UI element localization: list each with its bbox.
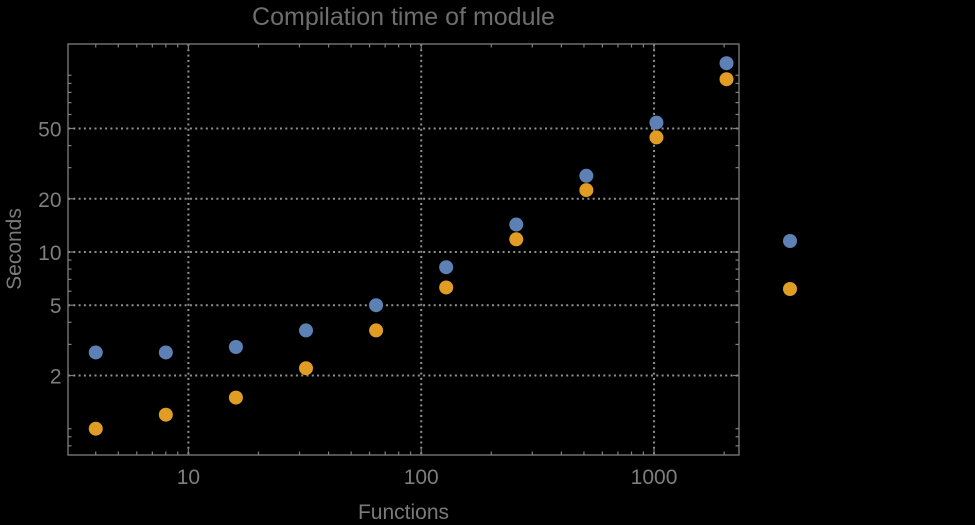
x-axis-label: Functions [358, 501, 449, 524]
y-tick-label-5: 5 [50, 295, 62, 318]
plot-frame [67, 43, 740, 456]
data-point-orange [158, 407, 173, 422]
data-point-blue [228, 339, 243, 354]
y-tick-label-2: 2 [50, 366, 62, 389]
data-point-blue [579, 168, 594, 183]
data-point-orange [439, 280, 454, 295]
data-point-orange [719, 72, 734, 87]
data-point-orange [88, 421, 103, 436]
data-point-orange [369, 323, 384, 338]
y-tick-label-10: 10 [38, 242, 61, 265]
data-point-blue [369, 298, 384, 313]
x-tick-label-10: 10 [177, 466, 200, 489]
data-point-orange [299, 361, 314, 376]
y-tick-label-20: 20 [38, 189, 61, 212]
data-point-blue [509, 217, 524, 232]
data-point-blue [299, 323, 314, 338]
y-tick-label-50: 50 [38, 118, 61, 141]
y-axis-label: Seconds [3, 208, 26, 290]
legend-marker-1 [783, 234, 797, 248]
x-tick-label-1000: 1000 [631, 466, 678, 489]
data-point-blue [88, 345, 103, 360]
data-point-orange [579, 183, 594, 198]
data-point-orange [649, 130, 664, 145]
x-tick-label-100: 100 [404, 466, 439, 489]
chart-title: Compilation time of module [252, 3, 555, 31]
data-point-orange [509, 232, 524, 247]
data-point-blue [439, 260, 454, 275]
legend-marker-2 [783, 282, 797, 296]
data-point-orange [228, 390, 243, 405]
data-point-blue [719, 56, 734, 71]
data-point-blue [158, 345, 173, 360]
data-point-blue [649, 115, 664, 130]
